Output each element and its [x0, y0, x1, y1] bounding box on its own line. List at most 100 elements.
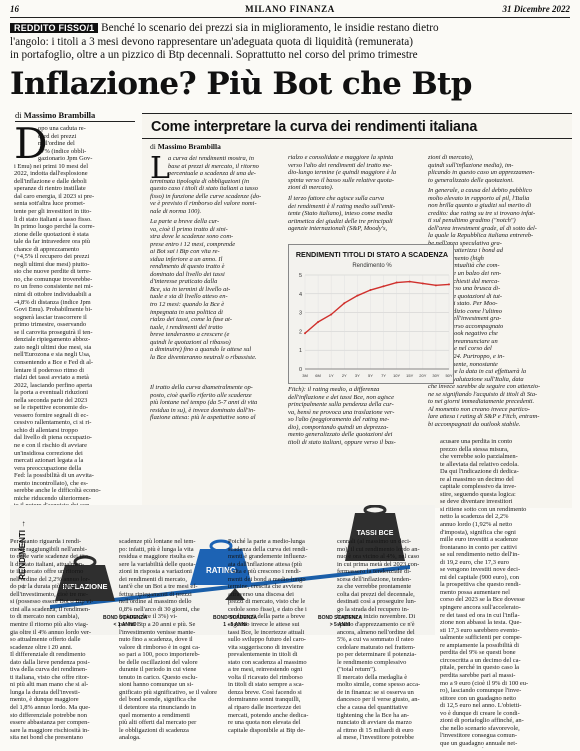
text-line: la quale la Repubblica italiana entrereb… — [428, 232, 534, 240]
text-line: stitore con un guadagno netto — [440, 694, 517, 702]
data-point — [395, 281, 398, 284]
text-line: re dei tassi ed ora in cui l'infla- — [440, 611, 520, 619]
text-line: d'imposta), significa che ogni — [440, 528, 516, 536]
y-tick-label: 1 — [299, 348, 302, 354]
text-line: fermassero la tendenziale di- — [337, 568, 412, 576]
illustration-panel: ← RENDIMENTI → INFLAZIONE RATING TASSI B… — [10, 504, 435, 635]
text-line: termine, crescita che avviene — [228, 583, 303, 591]
text-line: che nello scenario sfavorevole, — [440, 724, 520, 732]
data-point — [330, 313, 333, 316]
kicker-line-3: in portafoglio, oltre a un pizzico di Bt… — [10, 49, 418, 62]
text-line: pitale, perché in questo caso la — [440, 664, 520, 672]
text-line: ata dall'inflazione attesa (più — [228, 560, 302, 568]
text-line: sita nei bond che presentano — [10, 734, 83, 742]
weight-tassi-bce: TASSI BCE — [345, 504, 405, 561]
byline-rule — [15, 121, 135, 122]
text-line: Il differenziale di rendimento — [10, 651, 86, 659]
text-line: molto elevato in rapporto al pil, l'Ital… — [428, 194, 530, 202]
text-line: dio-lungo termine (e quindi maggiore è l… — [288, 169, 397, 177]
kicker-line-2: l'angolo: i titoli a 3 mesi devono rappr… — [10, 35, 413, 48]
text-line: rialzo e consolidate e maggiore la spint… — [288, 154, 394, 161]
text-line: tro 12 mesi: quando la Bce è — [150, 301, 225, 309]
text-line: che invece sarebbe da seguire con attenz… — [428, 383, 541, 391]
x-tick-label: 30Y — [432, 373, 439, 378]
text-line: to superiore rendimento — [440, 747, 572, 748]
text-line: dato dalla lieve pendenza posi- — [10, 658, 90, 666]
text-line: spinta verso il basso sulle relative quo… — [288, 176, 394, 184]
text-line: senta sott'altra luce promet- — [14, 200, 86, 208]
box-col3-text: zioni di mercato), quindi sull'inflazione… — [428, 154, 564, 186]
scadenza-label-long: BOND SCADENZA — [318, 615, 362, 621]
text-line: del bond scende, significa che — [119, 696, 197, 704]
text-line: cedolare maturato nel frattem- — [337, 643, 416, 651]
text-line: zioni di mercato), — [428, 154, 474, 161]
text-line: dell'investimento, cioè tre me- — [10, 590, 89, 598]
header-rule — [10, 17, 570, 18]
text-line: go la strada del recupero in- — [337, 605, 410, 613]
text-line: ti sul penultimo gradino ("notch") — [428, 217, 516, 225]
x-tick-label: 50Y — [445, 373, 452, 378]
text-line: frontarano in conto per cattivi — [440, 543, 517, 551]
x-tick-label: 2Y — [342, 373, 347, 378]
text-line: zato negli ultimi due mesi, sia — [14, 343, 92, 351]
text-line: annuo lordo (1,92% al netto — [440, 521, 513, 529]
text-line: d'interesse praticato dalla — [150, 278, 218, 286]
text-line: Govi Emu). Probabilmente bi- — [14, 306, 93, 314]
text-line: dal caro energia, il 2023 si pre- — [14, 192, 95, 200]
text-line: li di stato italiani a tasso fisso. — [14, 215, 92, 223]
y-tick-label: 5 — [299, 273, 302, 279]
text-line: zioni in risposta a variazioni — [119, 568, 192, 576]
text-line: spingere ancora sull'accelerato- — [440, 604, 521, 612]
text-line: a curva dei rendimenti mostra, in — [168, 155, 254, 162]
text-line: schio di allentarsi troppo — [14, 426, 78, 434]
text-line: corso del 2023 se la Bce dovesse — [440, 596, 525, 604]
text-line: sare la maggiore rischiosità in- — [10, 726, 90, 734]
text-line: cedole sono fisse), e dato che i — [228, 605, 307, 613]
text-line: perdita sarebbe pari al massi- — [440, 671, 516, 679]
text-line: nale di norma 100). — [150, 207, 202, 215]
text-line: denza breve. Così facendo si — [228, 688, 302, 696]
text-line: nell'ordine del 2,2% annuo lor- — [10, 575, 90, 583]
text-line: quel momento a rendimenti — [119, 711, 190, 719]
text-line: porterebbe un balzo dei ren- — [428, 270, 502, 278]
text-line: te il mercato offre un ritorno — [10, 568, 84, 576]
text-line: gia oltre il 4% annuo lordo ver- — [10, 628, 92, 636]
text-line: mento incontrollato), che es- — [14, 479, 89, 487]
text-line: mercati azionari legata a la — [14, 457, 84, 465]
text-line: ti i titoli di stato. Per Moo- — [428, 300, 498, 308]
text-line: si ritiene sotto con un rendimento — [440, 505, 527, 513]
text-line: acusare una perdita in conto — [440, 438, 513, 445]
text-line: le rendimento complessivo — [337, 658, 407, 666]
text-line: no, che comunque troverebbe- — [14, 275, 93, 283]
text-line: dell'area investment grade, al di sotto … — [428, 224, 537, 232]
text-line: de in finanza: se si osserva un — [337, 688, 414, 696]
text-line: menti raggiungibili nell'ambi- — [10, 545, 87, 553]
text-line: che verrebbe solo parzialmen- — [440, 453, 518, 461]
text-line: mille euro investiti a scadenze — [440, 536, 518, 544]
text-line: l'investimento venisse mante- — [119, 628, 196, 636]
x-tick-label: 7Y — [381, 373, 386, 378]
text-line: scadenze oltre i 20 anni. — [10, 643, 73, 651]
text-line: dimenti richiesti dal merca- — [428, 277, 500, 285]
issue-date: 31 Dicembre 2022 — [502, 4, 571, 14]
text-line: mercati, potendo anche dedica- — [228, 711, 309, 719]
text-line: tightening che la Bce ha an- — [337, 711, 410, 719]
text-line: trapresa a inizio novembre. Di — [337, 613, 416, 621]
text-line: to di mercato non cambia), — [10, 613, 80, 621]
text-line: mi del capitale (900 euro), con — [440, 573, 520, 581]
text-line: zione non abbassi la testa. Que- — [440, 619, 522, 627]
text-line: analoga. — [119, 734, 141, 742]
text-line: La parte a breve della cur- — [150, 218, 220, 225]
box-title-rule — [142, 138, 572, 139]
box-title: Come interpretare la curva dei rendiment… — [151, 119, 478, 135]
text-line: cord dei prezzi — [38, 132, 77, 140]
text-line: base ai prezzi di mercato, il ritorno — [168, 162, 259, 170]
text-line: prossima valutazione sull'Italia, data — [428, 375, 524, 383]
text-line: al riparo dalle incertezze dei — [228, 704, 301, 712]
text-line: guagabilmente, nonostante — [428, 360, 498, 368]
text-line: de, attraverso accompagnato — [428, 322, 504, 330]
text-line: prezzo della stessa misura, — [440, 445, 509, 453]
text-line: i Emu) nei primi 10 mesi del — [14, 162, 89, 170]
text-line: il detentore sta rinunciando in — [119, 704, 196, 712]
data-point — [421, 282, 424, 285]
